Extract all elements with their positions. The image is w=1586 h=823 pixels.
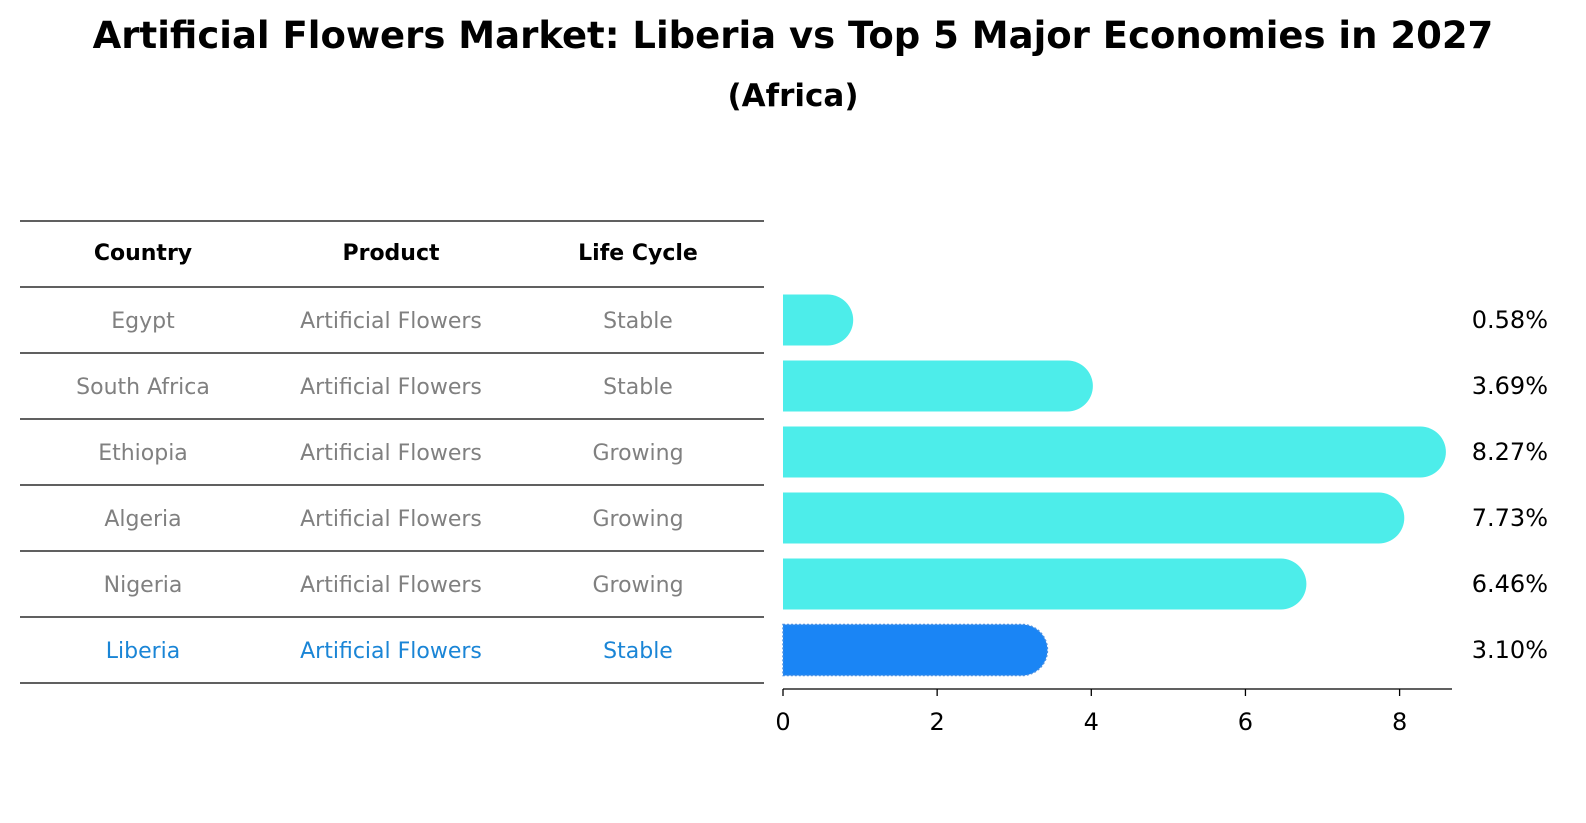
bar-ethiopia [783,426,1446,478]
table-cell: Artificial Flowers [300,375,482,400]
value-label: 6.46% [1472,570,1548,598]
table-cell: Stable [603,639,673,664]
table-cell: Artificial Flowers [300,441,482,466]
bar-algeria [783,492,1405,544]
table-cell: Stable [603,309,673,334]
table-cell: Liberia [106,639,181,664]
value-label: 8.27% [1472,438,1548,466]
value-label: 0.58% [1472,306,1548,334]
table-cell: Egypt [111,309,175,334]
chart-subtitle: (Africa) [727,78,859,114]
table-cell: Growing [592,441,683,466]
table-cell: Growing [592,507,683,532]
x-tick-label: 0 [775,708,790,736]
table-cell: Algeria [104,507,181,532]
table-cell: Artificial Flowers [300,309,482,334]
x-tick-label: 6 [1238,708,1253,736]
table-cell: Artificial Flowers [300,573,482,598]
bar-nigeria [783,558,1307,610]
table-cell: Artificial Flowers [300,507,482,532]
table-cell: Growing [592,573,683,598]
bar-liberia [782,623,1049,677]
value-label: 7.73% [1472,504,1548,532]
table-header-life-cycle: Life Cycle [578,241,698,266]
x-tick-label: 4 [1084,708,1099,736]
value-label: 3.69% [1472,372,1548,400]
table-header-product: Product [342,241,440,266]
table-cell: Stable [603,375,673,400]
x-tick-label: 8 [1392,708,1407,736]
table-cell: South Africa [76,375,210,400]
chart-title: Artificial Flowers Market: Liberia vs To… [92,14,1494,57]
table-cell: Ethiopia [98,441,188,466]
bar-egypt [783,294,854,346]
table-header-country: Country [94,241,192,266]
x-tick-label: 2 [930,708,945,736]
value-label: 3.10% [1472,636,1548,664]
table-cell: Nigeria [104,573,183,598]
bar-south-africa [783,360,1093,412]
table-cell: Artificial Flowers [300,639,482,664]
